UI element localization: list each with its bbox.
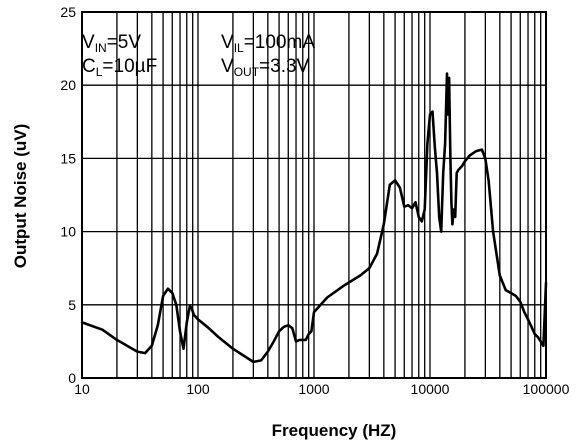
y-tick-label: 25 bbox=[60, 4, 76, 20]
y-tick-label: 20 bbox=[60, 77, 76, 93]
tick-labels: 10 100 1000 10000 100000 0 5 10 15 20 25 bbox=[60, 4, 569, 397]
plot-frame bbox=[81, 11, 547, 379]
x-tick-label: 10 bbox=[74, 381, 90, 397]
condition-vout: VOUT=3.3V bbox=[221, 56, 310, 79]
x-tick-label: 100000 bbox=[523, 381, 570, 397]
y-axis-title: Output Noise (uV) bbox=[11, 124, 30, 268]
condition-cl: CL=10µF bbox=[82, 56, 157, 79]
noise-curve bbox=[80, 72, 548, 364]
conditions-box: VIN=5V CL=10µF VIL=100mA VOUT=3.3V bbox=[82, 32, 315, 79]
x-tick-label: 100 bbox=[186, 381, 210, 397]
condition-vil: VIL=100mA bbox=[221, 32, 315, 55]
y-tick-label: 15 bbox=[60, 150, 76, 166]
x-tick-label: 1000 bbox=[298, 381, 329, 397]
x-tick-label: 10000 bbox=[411, 381, 450, 397]
y-tick-label: 0 bbox=[68, 370, 76, 386]
y-tick-label: 5 bbox=[68, 297, 76, 313]
x-axis-title: Frequency (HZ) bbox=[272, 421, 397, 440]
y-tick-label: 10 bbox=[60, 224, 76, 240]
condition-vin: VIN=5V bbox=[82, 32, 141, 55]
